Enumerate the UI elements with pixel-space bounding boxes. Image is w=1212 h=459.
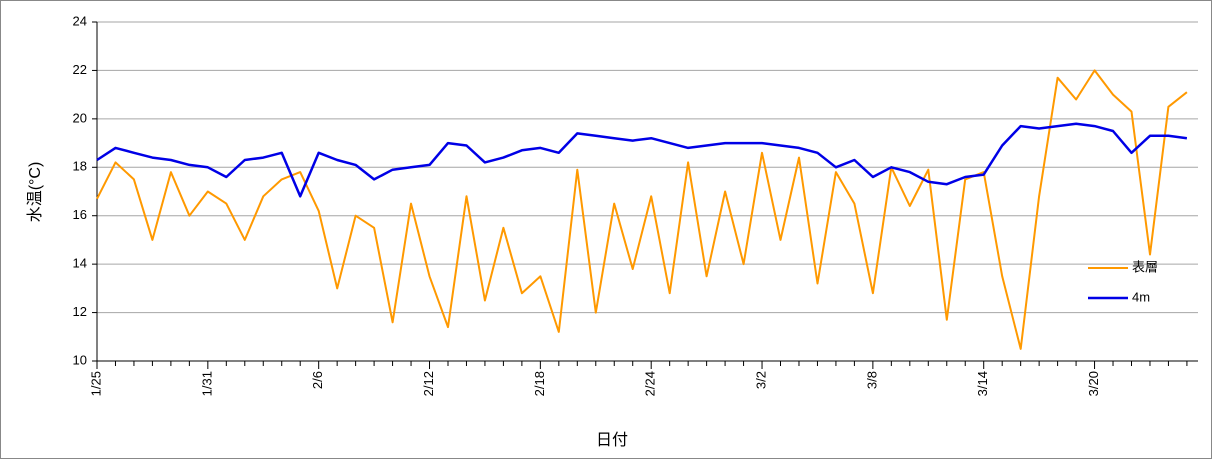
- x-tick-label: 3/14: [975, 371, 990, 396]
- y-tick-label: 14: [73, 256, 87, 271]
- legend-label: 4m: [1132, 289, 1150, 304]
- x-tick-label: 2/24: [643, 371, 658, 396]
- x-tick-label: 2/18: [532, 371, 547, 396]
- y-tick-label: 18: [73, 159, 87, 174]
- y-tick-label: 24: [73, 13, 87, 28]
- x-axis-label: 日付: [596, 431, 628, 449]
- x-tick-label: 2/12: [421, 371, 436, 396]
- y-tick-label: 16: [73, 207, 87, 222]
- x-tick-label: 3/8: [864, 371, 879, 389]
- x-tick-label: 3/2: [753, 371, 768, 389]
- y-tick-label: 10: [73, 352, 87, 367]
- legend-label: 表層: [1132, 259, 1158, 274]
- x-tick-label: 1/25: [88, 371, 103, 396]
- y-tick-label: 12: [73, 304, 87, 319]
- y-tick-label: 22: [73, 62, 87, 77]
- x-tick-label: 2/6: [310, 371, 325, 389]
- y-axis-label: 水温(°C): [26, 162, 44, 223]
- series-line: [96, 122, 1188, 198]
- x-tick-label: 3/20: [1086, 371, 1101, 396]
- x-tick-label: 1/31: [199, 371, 214, 396]
- series-line: [96, 69, 1188, 350]
- y-tick-label: 20: [73, 110, 87, 125]
